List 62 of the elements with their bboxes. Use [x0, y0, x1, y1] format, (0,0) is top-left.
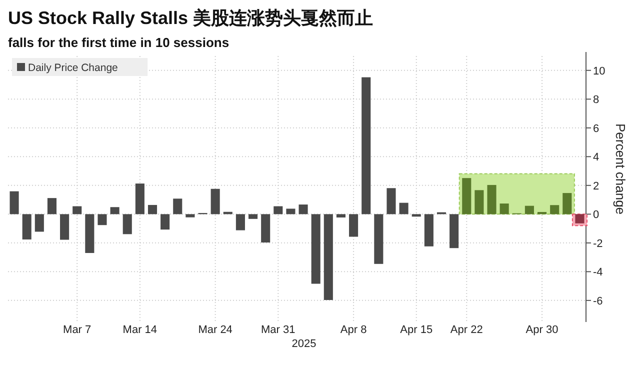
bar	[412, 214, 421, 217]
bar	[10, 191, 19, 214]
chart-subtitle: falls for the first time in 10 sessions	[8, 35, 230, 50]
bar	[474, 190, 484, 214]
bar	[500, 204, 509, 214]
bar	[186, 214, 195, 218]
bar	[98, 214, 107, 226]
bar	[72, 206, 82, 214]
bar	[462, 178, 472, 214]
y-tick-label: -6	[593, 295, 603, 308]
bar	[60, 214, 70, 240]
bar	[336, 214, 346, 218]
y-tick-label: -2	[593, 238, 603, 250]
y-tick-label: 0	[593, 209, 600, 222]
bar	[562, 193, 572, 214]
bar	[450, 214, 459, 248]
bar	[261, 214, 270, 242]
bar	[135, 184, 144, 214]
bar	[122, 214, 132, 234]
x-tick-label: Mar 14	[122, 324, 158, 336]
x-tick-label: Apr 15	[400, 324, 433, 336]
x-tick-label: Apr 8	[340, 324, 367, 336]
bar	[298, 204, 308, 214]
bar	[374, 214, 384, 264]
bar	[524, 206, 534, 214]
y-tick-label: -4	[593, 266, 603, 279]
bar	[210, 188, 220, 214]
legend-label: Daily Price Change	[28, 62, 118, 74]
bar	[386, 188, 396, 214]
x-tick-label: Apr 22	[450, 324, 483, 336]
bar	[160, 214, 170, 230]
bar	[324, 214, 333, 300]
y-axis-title: Percent change	[613, 123, 628, 215]
bar	[22, 214, 32, 240]
text: 2025	[292, 338, 316, 350]
x-tick-label: Apr 30	[526, 324, 558, 336]
y-tick-label: 4	[593, 152, 600, 164]
bar	[399, 202, 408, 214]
x-tick-label: Mar 31	[261, 324, 296, 336]
bar	[148, 204, 158, 214]
y-tick-label: 6	[593, 122, 600, 135]
bar	[34, 214, 44, 232]
bar	[248, 214, 258, 219]
bar	[349, 214, 358, 237]
y-tick-label: 10	[593, 65, 606, 78]
bar	[110, 207, 120, 214]
bar	[286, 208, 296, 214]
bar	[424, 214, 434, 246]
chart-title: US Stock Rally Stalls 美股连涨势头戛然而止	[8, 8, 374, 28]
y-tick-label: 2	[593, 180, 600, 192]
y-tick-label: 8	[593, 94, 600, 106]
bar	[274, 206, 283, 214]
bar	[173, 198, 182, 214]
x-tick-label: Mar 7	[63, 324, 92, 336]
bar	[85, 214, 94, 253]
bar	[362, 77, 371, 214]
x-tick-label: Mar 24	[198, 324, 232, 336]
bar	[311, 214, 320, 284]
bar	[550, 205, 560, 214]
bar	[236, 214, 245, 230]
bar	[487, 184, 496, 214]
bar	[47, 198, 56, 214]
